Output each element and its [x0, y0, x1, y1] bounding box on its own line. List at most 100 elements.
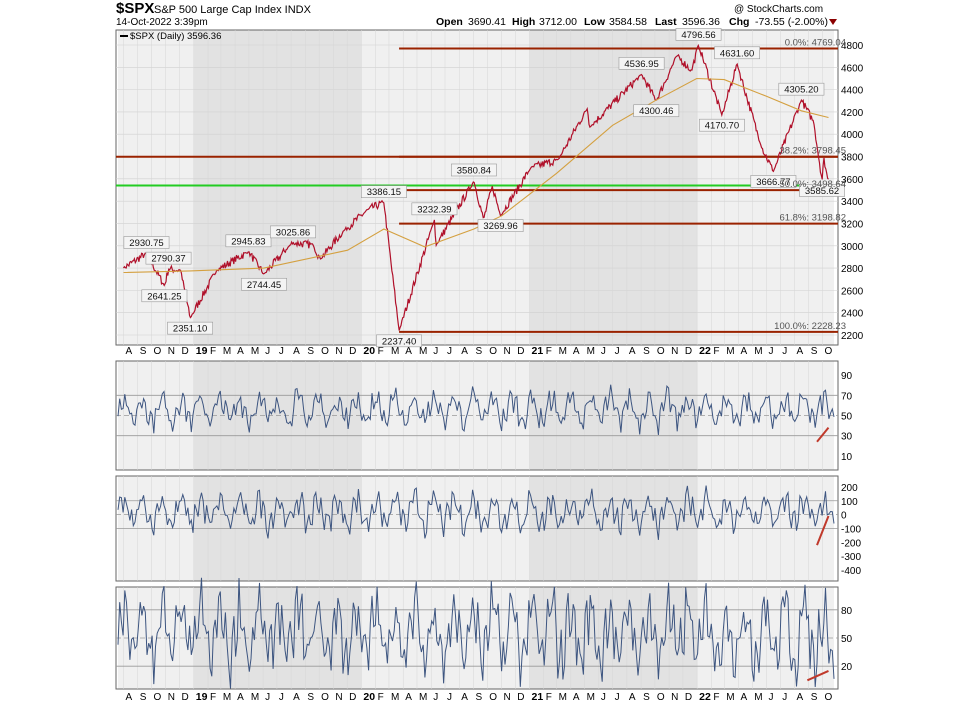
- x-tick-label: J: [433, 692, 438, 703]
- x-tick-label: J: [615, 346, 620, 357]
- x-tick-label: F: [713, 346, 719, 357]
- x-tick-label: F: [546, 692, 552, 703]
- low-label: Low: [584, 16, 606, 28]
- x-tick-label: J: [768, 692, 773, 703]
- x-tick-label: F: [546, 346, 552, 357]
- x-tick-label: J: [447, 692, 452, 703]
- index-name: S&P 500 Large Cap Index INDX: [154, 4, 312, 16]
- x-tick-label: M: [726, 346, 734, 357]
- x-tick-label: 21: [532, 691, 544, 703]
- x-tick-label: O: [657, 692, 665, 703]
- x-axis-ticks: AASSOONNDD1919FFMMAAMMJJJJAASSOONNDD2020…: [126, 345, 833, 703]
- peak-label: 3666.77: [756, 177, 790, 188]
- x-tick-label: 22: [699, 345, 711, 357]
- x-tick-label: S: [140, 346, 147, 357]
- y-tick-label: 50: [841, 412, 853, 423]
- y-tick-label: 4800: [841, 41, 864, 52]
- x-tick-label: S: [307, 346, 314, 357]
- peak-label: 2930.75: [129, 238, 163, 249]
- peak-label: 2237.40: [382, 336, 416, 347]
- y-tick-label: 4600: [841, 63, 864, 74]
- stochastic-line: [117, 577, 835, 689]
- peak-label: 2351.10: [173, 324, 207, 335]
- y-tick-label: 90: [841, 371, 853, 382]
- x-tick-label: M: [419, 346, 427, 357]
- x-tick-label: J: [447, 346, 452, 357]
- peak-label: 4305.20: [784, 85, 818, 96]
- peak-label: 3025.86: [276, 227, 310, 238]
- x-tick-label: A: [573, 346, 580, 357]
- fib-label: 100.0%: 2228.23: [774, 321, 846, 332]
- low-value: 3584.58: [609, 16, 647, 28]
- peak-label-box: [451, 163, 497, 177]
- x-tick-label: O: [825, 346, 833, 357]
- x-tick-label: A: [237, 692, 244, 703]
- x-tick-label: J: [265, 346, 270, 357]
- peak-label: 2945.83: [231, 236, 265, 247]
- x-tick-label: S: [811, 346, 818, 357]
- x-tick-label: N: [335, 692, 342, 703]
- x-tick-label: A: [461, 692, 468, 703]
- x-tick-label: 20: [363, 345, 375, 357]
- open-label: Open: [436, 16, 463, 28]
- x-tick-label: S: [140, 692, 147, 703]
- y-tick-label: -100: [841, 525, 861, 536]
- cci-line: [117, 485, 835, 540]
- x-tick-label: M: [251, 346, 259, 357]
- x-tick-label: 21: [532, 345, 544, 357]
- x-tick-label: 22: [699, 691, 711, 703]
- x-tick-label: D: [517, 346, 524, 357]
- x-tick-label: M: [251, 692, 259, 703]
- x-tick-label: J: [782, 346, 787, 357]
- y-tick-label: 2400: [841, 309, 864, 320]
- peak-labels: 2930.75 2641.25 2790.37 2351.10 2945.83 2744.…: [123, 28, 845, 347]
- year-band: [529, 30, 698, 345]
- x-tick-label: F: [378, 692, 384, 703]
- x-tick-label: F: [378, 346, 384, 357]
- x-tick-label: M: [587, 692, 595, 703]
- x-tick-label: J: [433, 346, 438, 357]
- x-tick-label: A: [126, 346, 133, 357]
- x-tick-label: N: [503, 346, 510, 357]
- y-axis-ticks: 2200 2400 2600 2800 3000 3200 3400 3600 3800 4000…: [841, 41, 864, 673]
- divergence-trendline: [806, 669, 829, 682]
- x-tick-label: 19: [196, 691, 208, 703]
- y-tick-label: 80: [841, 606, 853, 617]
- x-tick-label: J: [279, 692, 284, 703]
- timestamp: 14-Oct-2022 3:39pm: [116, 17, 208, 28]
- peak-label-box: [799, 184, 845, 197]
- y-tick-label: 30: [841, 432, 853, 443]
- x-tick-label: S: [475, 346, 482, 357]
- peak-label-box: [633, 104, 680, 118]
- rsi-line: [117, 384, 835, 436]
- y-tick-label: 3200: [841, 219, 864, 230]
- fib-label: 0.0%: 4769.04: [785, 37, 846, 48]
- x-tick-label: 20: [363, 691, 375, 703]
- watermark: @ StockCharts.com: [734, 4, 823, 15]
- x-tick-label: A: [405, 692, 412, 703]
- peak-label-box: [141, 289, 188, 303]
- y-tick-label: 20: [841, 662, 853, 673]
- x-tick-label: M: [587, 346, 595, 357]
- horizontal-levels: [116, 47, 838, 333]
- x-tick-label: J: [601, 692, 606, 703]
- y-tick-label: -300: [841, 552, 861, 563]
- x-tick-label: M: [223, 346, 231, 357]
- peak-label: 3585.62: [805, 186, 839, 197]
- x-tick-label: S: [811, 692, 818, 703]
- x-tick-label: A: [237, 346, 244, 357]
- y-tick-label: 3400: [841, 197, 864, 208]
- y-tick-label: 200: [841, 483, 858, 494]
- x-tick-label: M: [559, 346, 567, 357]
- x-tick-label: A: [293, 692, 300, 703]
- x-tick-label: S: [307, 692, 314, 703]
- peak-label-box: [778, 82, 825, 96]
- peak-label: 4300.46: [639, 106, 673, 117]
- x-tick-label: 19: [196, 345, 208, 357]
- y-tick-label: 50: [841, 634, 853, 645]
- x-tick-label: A: [797, 692, 804, 703]
- price-line: [122, 43, 829, 331]
- peak-label-box: [675, 28, 722, 41]
- x-tick-label: A: [573, 692, 580, 703]
